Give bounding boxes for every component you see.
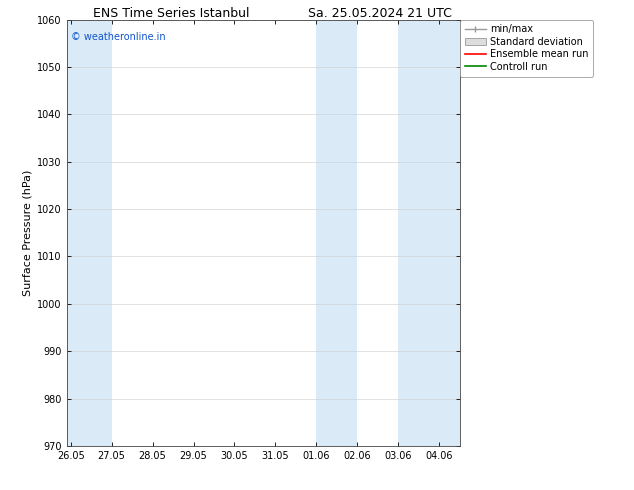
- Text: Sa. 25.05.2024 21 UTC: Sa. 25.05.2024 21 UTC: [309, 7, 452, 21]
- Text: ENS Time Series Istanbul: ENS Time Series Istanbul: [93, 7, 249, 21]
- Legend: min/max, Standard deviation, Ensemble mean run, Controll run: min/max, Standard deviation, Ensemble me…: [460, 20, 593, 76]
- Bar: [316, 20, 358, 446]
- Bar: [398, 20, 460, 446]
- Text: © weatheronline.in: © weatheronline.in: [70, 32, 165, 43]
- Bar: [67, 20, 112, 446]
- Y-axis label: Surface Pressure (hPa): Surface Pressure (hPa): [23, 170, 33, 296]
